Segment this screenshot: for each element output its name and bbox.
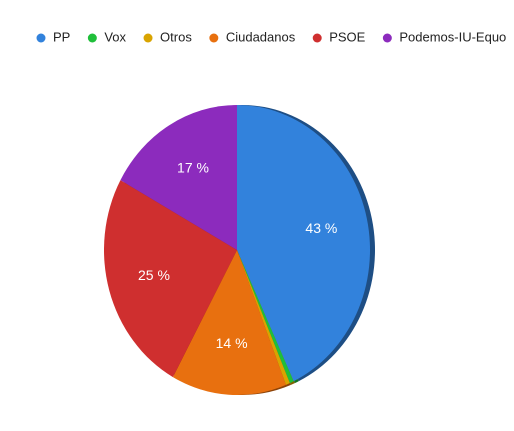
legend-label: PP xyxy=(53,29,70,44)
slice xyxy=(172,250,286,395)
value-label: 14 % xyxy=(216,335,248,351)
legend-marker xyxy=(87,33,97,43)
legend-label: Ciudadanos xyxy=(226,29,296,44)
legend-marker xyxy=(36,33,46,43)
legend-marker xyxy=(312,33,322,43)
legend-marker xyxy=(382,33,392,43)
legend-label: PSOE xyxy=(329,29,365,44)
slice xyxy=(237,250,294,384)
legend-label: Podemos-IU-Equo xyxy=(399,29,506,44)
value-label: 25 % xyxy=(138,267,170,283)
legend-marker xyxy=(143,33,153,43)
legend-label: Otros xyxy=(160,29,192,44)
slice xyxy=(103,180,237,378)
value-label: 17 % xyxy=(177,160,209,176)
legend-label: Vox xyxy=(104,29,126,44)
slice xyxy=(237,250,290,385)
slice xyxy=(120,104,237,250)
slice xyxy=(237,105,370,382)
value-label: 43 % xyxy=(305,220,337,236)
legend-marker xyxy=(209,33,219,43)
